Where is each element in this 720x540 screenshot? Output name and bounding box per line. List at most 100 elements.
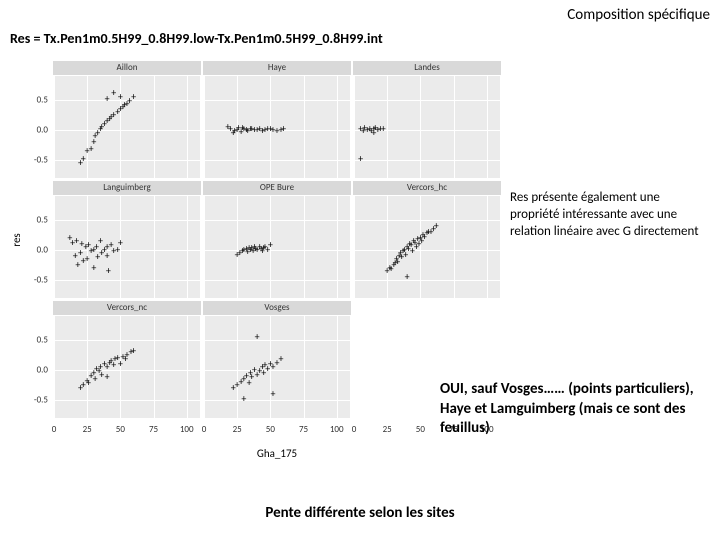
- data-point: +: [394, 254, 399, 264]
- panel-title: Vosges: [203, 301, 351, 315]
- panel-body: ++++++++++++++++++++++: [204, 316, 350, 418]
- data-point: +: [358, 124, 363, 134]
- data-point: +: [255, 370, 260, 380]
- data-point: +: [109, 240, 114, 250]
- y-tick: -0.5: [34, 275, 48, 286]
- data-point: +: [241, 394, 246, 404]
- data-point: +: [102, 359, 107, 369]
- data-point: +: [93, 374, 98, 384]
- data-point: +: [403, 250, 408, 260]
- x-tick: 75: [299, 424, 308, 435]
- data-point: +: [67, 233, 72, 243]
- data-point: +: [105, 116, 110, 126]
- x-tick: 25: [383, 424, 392, 435]
- data-point: +: [257, 124, 262, 134]
- panel-body: +++++++++++++: [354, 76, 500, 178]
- data-point: +: [362, 123, 367, 133]
- data-point: +: [89, 246, 94, 256]
- x-tick: 75: [149, 424, 158, 435]
- data-point: +: [406, 244, 411, 254]
- data-point: +: [127, 96, 132, 106]
- data-point: +: [75, 260, 80, 270]
- x-tick: 50: [116, 424, 125, 435]
- data-point: +: [358, 154, 363, 164]
- data-point: +: [373, 123, 378, 133]
- data-point: +: [245, 247, 250, 257]
- panel-body: +++++++++++++++++++++++++: [54, 316, 200, 418]
- data-point: +: [401, 246, 406, 256]
- y-axis: res -0.50.00.5-0.50.00.5-0.50.00.5: [10, 60, 50, 420]
- data-point: +: [231, 383, 236, 393]
- data-point: +: [109, 356, 114, 366]
- data-point: +: [81, 154, 86, 164]
- data-point: +: [399, 252, 404, 262]
- facet-panel: Vercors_hc++++++++++++++++++++++++++++++…: [352, 180, 502, 300]
- data-point: +: [413, 238, 418, 248]
- data-point: +: [369, 126, 374, 136]
- x-tick: 25: [83, 424, 92, 435]
- data-point: +: [105, 372, 110, 382]
- data-point: +: [98, 124, 103, 134]
- data-point: +: [425, 228, 430, 238]
- x-tick: 0: [352, 424, 357, 435]
- y-tick: 0.0: [37, 125, 48, 136]
- x-tick: 0: [52, 424, 57, 435]
- footer-text: Pente différente selon les sites: [265, 504, 454, 522]
- panel-body: ++++++++++++++++++++++++: [204, 76, 350, 178]
- data-point: +: [113, 354, 118, 364]
- data-point: +: [79, 239, 84, 249]
- data-point: +: [106, 266, 111, 276]
- data-point: +: [281, 124, 286, 134]
- data-point: +: [70, 238, 75, 248]
- panel-title: Vercors_hc: [353, 181, 501, 195]
- x-axis: Gha_175 025507510002550751000255075100: [52, 422, 502, 460]
- panel-body: +++++++++++++++++++++++++++++++++: [354, 196, 500, 298]
- panel-body: ++++++++++++++++++++++++: [54, 76, 200, 178]
- panel-title: Landes: [353, 61, 501, 75]
- data-point: +: [94, 364, 99, 374]
- data-point: +: [73, 251, 78, 261]
- data-point: +: [428, 227, 433, 237]
- data-point: +: [131, 346, 136, 356]
- data-point: +: [378, 124, 383, 134]
- x-tick: 25: [233, 424, 242, 435]
- data-point: +: [95, 252, 100, 262]
- facet-panel: OPE Bure++++++++++++++++++++: [202, 180, 352, 300]
- data-point: +: [111, 110, 116, 120]
- data-point: +: [410, 246, 415, 256]
- data-point: +: [89, 144, 94, 154]
- data-point: +: [98, 236, 103, 246]
- data-point: +: [422, 232, 427, 242]
- annotation-1: Res présente également une propriété int…: [510, 190, 710, 241]
- data-point: +: [259, 244, 264, 254]
- data-point: +: [89, 371, 94, 381]
- data-point: +: [81, 256, 86, 266]
- data-point: +: [91, 137, 96, 147]
- x-tick: 100: [180, 424, 194, 435]
- x-tick: 50: [416, 424, 425, 435]
- data-point: +: [244, 371, 249, 381]
- facet-panel: Vosges++++++++++++++++++++++: [202, 300, 352, 420]
- panel-grid: Aillon++++++++++++++++++++++++Haye++++++…: [52, 60, 502, 420]
- chart-area: res -0.50.00.5-0.50.00.5-0.50.00.5 Aillo…: [10, 60, 502, 460]
- data-point: +: [240, 246, 245, 256]
- y-tick: 0.5: [37, 335, 48, 346]
- data-point: +: [239, 127, 244, 137]
- x-tick: 0: [202, 424, 207, 435]
- x-tick: 50: [266, 424, 275, 435]
- data-point: +: [391, 260, 396, 270]
- data-point: +: [278, 354, 283, 364]
- data-point: +: [228, 124, 233, 134]
- data-point: +: [240, 123, 245, 133]
- panel-title: Aillon: [53, 61, 201, 75]
- data-point: +: [260, 246, 265, 256]
- panel-title: OPE Bure: [203, 181, 351, 195]
- facet-panel: Haye++++++++++++++++++++++++: [202, 60, 352, 180]
- data-point: +: [111, 246, 116, 256]
- data-point: +: [431, 224, 436, 234]
- data-point: +: [123, 354, 128, 364]
- facet-panel: Landes+++++++++++++: [352, 60, 502, 180]
- data-point: +: [411, 236, 416, 246]
- panel-title: Vercors_nc: [53, 301, 201, 315]
- data-point: +: [128, 347, 133, 357]
